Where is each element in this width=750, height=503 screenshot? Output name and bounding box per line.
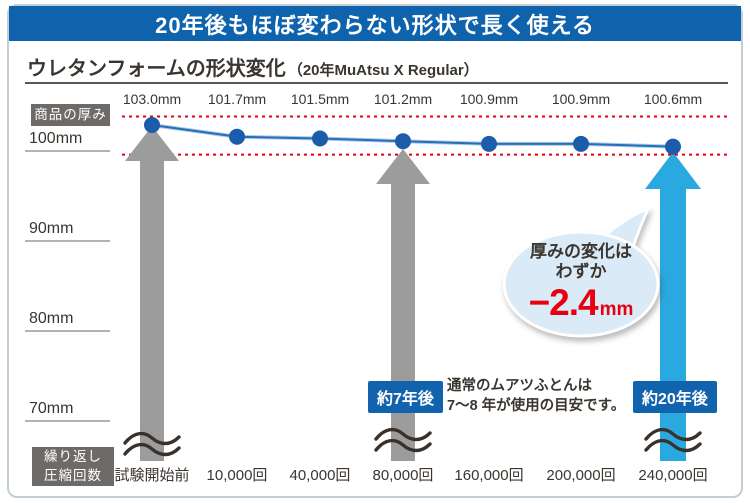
axis-break-icons <box>123 427 702 457</box>
seven-year-badge: 約7年後 <box>368 381 443 413</box>
point-label: 101.2mm <box>373 91 433 107</box>
speech-bubble <box>502 206 660 338</box>
point-label: 100.6mm <box>643 91 703 107</box>
axis-break-icon <box>123 431 181 457</box>
x-axis-badge-line1: 繰り返し <box>44 449 102 465</box>
x-label: 240,000回 <box>638 467 708 484</box>
y-axis-badge: 商品の厚み <box>31 104 110 126</box>
axis-break-icon <box>644 427 702 453</box>
data-point <box>665 138 681 155</box>
x-axis-badge-line2: 圧縮回数 <box>44 467 102 483</box>
point-label: 101.5mm <box>290 91 350 107</box>
chart-title: ウレタンフォームの形状変化 （20年MuAtsu X Regular） <box>27 52 479 81</box>
x-axis-badge: 繰り返し 圧縮回数 <box>32 447 114 486</box>
data-point <box>573 135 589 152</box>
banner-title: 20年後もほぼ変わらない形状で長く使える <box>155 12 595 38</box>
point-label: 103.0mm <box>122 91 182 107</box>
chart-title-main: ウレタンフォームの形状変化 <box>27 58 286 80</box>
y-tick-70mm: 70mm <box>25 396 110 422</box>
y-tick-100mm: 100mm <box>25 126 110 152</box>
point-label: 100.9mm <box>551 91 611 107</box>
title-divider <box>25 82 728 84</box>
data-point <box>481 135 497 152</box>
x-label: 10,000回 <box>206 467 268 484</box>
x-label: 200,000回 <box>546 467 616 484</box>
data-points <box>144 117 681 155</box>
speech-bubble-body <box>502 230 660 338</box>
y-tick-90mm: 90mm <box>25 216 110 242</box>
twenty-year-badge: 約20年後 <box>633 381 717 413</box>
y-tick-80mm: 80mm <box>25 306 110 332</box>
axis-break-icon <box>374 427 432 453</box>
point-label: 100.9mm <box>459 91 519 107</box>
x-label: 80,000回 <box>372 467 434 484</box>
twenty-year-arrow-icon <box>645 152 701 461</box>
seven-year-arrow-icon <box>376 149 430 461</box>
banner: 20年後もほぼ変わらない形状で長く使える <box>9 6 741 41</box>
data-point <box>144 117 160 133</box>
data-point <box>312 130 328 147</box>
data-point <box>395 133 411 150</box>
x-label: 40,000回 <box>289 467 351 484</box>
x-label: 160,000回 <box>454 467 524 484</box>
point-label: 101.7mm <box>207 91 267 107</box>
chart-title-sub: （20年MuAtsu X Regular） <box>287 62 479 79</box>
usage-note-line2: 7〜8 年が使用の目安です。 <box>447 397 626 414</box>
usage-note-line1: 通常のムアツふとんは <box>447 378 592 394</box>
test-start-arrow-icon <box>125 126 179 461</box>
data-point <box>229 128 245 145</box>
usage-note: 通常のムアツふとんは 7〜8 年が使用の目安です。 <box>447 377 625 416</box>
x-label: 試験開始前 <box>114 467 190 484</box>
